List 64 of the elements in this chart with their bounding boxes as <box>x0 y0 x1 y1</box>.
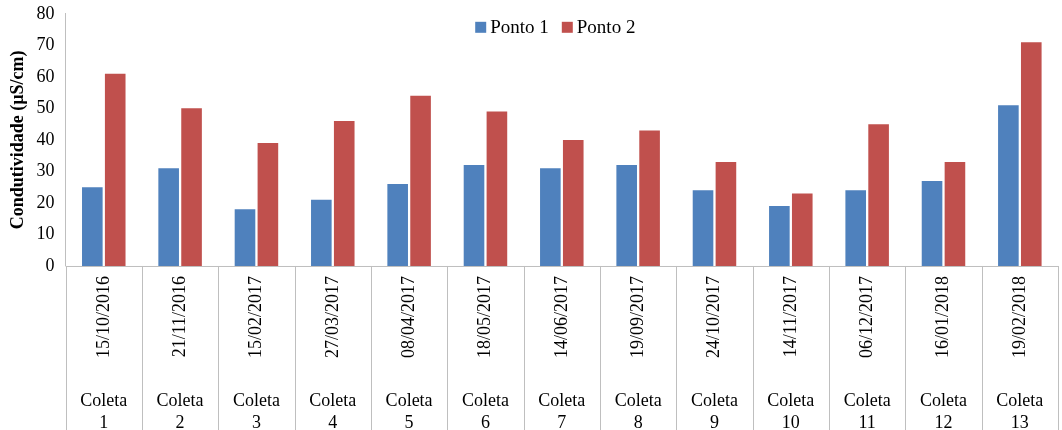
bar <box>257 143 279 266</box>
bar <box>181 108 202 266</box>
y-tick-label: 60 <box>36 65 55 86</box>
bar <box>921 180 943 266</box>
x-tick-label: 21/11/2016 <box>168 276 189 358</box>
x-tick-label: 08/04/2017 <box>397 276 418 359</box>
text: Coleta 8 <box>614 390 662 430</box>
y-tick-label: 20 <box>36 191 55 212</box>
bar <box>562 139 584 266</box>
text: Coleta 12 <box>919 390 967 430</box>
x-tick-label: 27/03/2017 <box>321 276 342 359</box>
bar <box>769 206 790 266</box>
bar <box>692 190 714 266</box>
text: Coleta 10 <box>767 390 815 430</box>
bar <box>387 184 408 266</box>
bar <box>944 161 966 266</box>
text: Coleta 5 <box>385 390 433 430</box>
bar <box>1020 42 1042 266</box>
bar <box>158 168 179 266</box>
x-tick-label: 15/02/2017 <box>245 276 266 359</box>
bar <box>410 95 431 266</box>
x-tick-label: 18/05/2017 <box>474 276 495 359</box>
legend-label: Ponto 2 <box>576 15 636 37</box>
x-tick-label: 14/11/2017 <box>779 276 800 358</box>
y-tick-label: 80 <box>36 2 55 23</box>
x-tick-label: 16/01/2018 <box>932 276 953 359</box>
y-tick-label: 50 <box>36 97 55 118</box>
bar <box>486 111 508 266</box>
bar <box>639 130 660 266</box>
y-tick-label: 30 <box>36 160 55 181</box>
text: Coleta 6 <box>461 390 509 430</box>
text: Coleta 2 <box>156 390 204 430</box>
x-tick-label: 06/12/2017 <box>855 276 876 359</box>
text: Coleta 9 <box>690 390 738 430</box>
bar <box>333 120 355 266</box>
y-tick-label: 0 <box>45 254 55 275</box>
y-tick-label: 10 <box>36 223 55 244</box>
text: Coleta 3 <box>232 390 280 430</box>
y-tick-label: 70 <box>36 34 55 55</box>
legend-label: Ponto 1 <box>490 15 549 37</box>
text: Coleta 1 <box>80 390 128 430</box>
text: Coleta 4 <box>309 390 357 430</box>
x-tick-label: 19/09/2017 <box>626 276 647 359</box>
text: Coleta 11 <box>843 390 891 430</box>
bar <box>82 187 103 266</box>
bar <box>715 161 737 266</box>
y-tick-label: 40 <box>36 128 55 149</box>
y-axis-title: Condutividade (µS/cm) <box>7 50 29 230</box>
bar <box>311 199 332 266</box>
x-tick-label: 24/10/2017 <box>703 276 724 359</box>
bar <box>616 165 637 266</box>
bar <box>463 165 485 266</box>
bar <box>791 193 813 266</box>
x-tick-label: 19/02/2018 <box>1008 276 1029 359</box>
bar <box>540 168 561 266</box>
bar <box>104 73 126 266</box>
bar <box>868 124 889 266</box>
text: Coleta 7 <box>538 390 586 430</box>
bar <box>998 105 1019 266</box>
x-tick-label: 14/06/2017 <box>550 276 571 359</box>
bar <box>234 209 256 266</box>
x-tick-label: 15/10/2016 <box>92 276 113 359</box>
text: Coleta 13 <box>996 390 1044 430</box>
bar <box>845 190 867 266</box>
